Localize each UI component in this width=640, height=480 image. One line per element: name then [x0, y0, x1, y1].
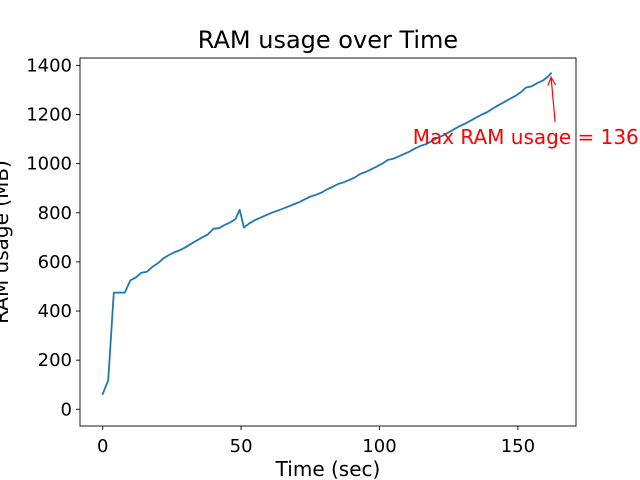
axes: 0 50 100 150 0 200 400 600 800 1000 1200 1400: [26, 55, 577, 457]
annotation-arrowhead: [547, 75, 557, 86]
x-tick-label: 150: [501, 436, 535, 457]
y-tick-label: 600: [38, 252, 72, 273]
annotation-arrow: [550, 77, 556, 123]
y-tick-label: 1200: [26, 105, 72, 126]
x-tick-label: 100: [362, 436, 396, 457]
chart-title: RAM usage over Time: [198, 26, 458, 54]
annotation-text: Max RAM usage = 1368 MB: [413, 125, 640, 149]
x-axis-label: Time (sec): [275, 457, 381, 480]
series-line: [101, 72, 552, 396]
y-tick-label: 1000: [26, 154, 72, 175]
annotation-layer: Max RAM usage = 1368 MB: [413, 75, 640, 149]
x-tick-label: 50: [230, 436, 253, 457]
y-tick-label: 800: [38, 203, 72, 224]
plot-frame: [79, 57, 577, 427]
y-tick-label: 1400: [26, 55, 72, 76]
y-tick-label: 0: [61, 399, 72, 420]
plot-area: [101, 72, 552, 396]
x-tick-label: 0: [97, 436, 108, 457]
y-axis-label: RAM usage (MB): [0, 160, 13, 324]
y-tick-label: 200: [38, 350, 72, 371]
y-tick-label: 400: [38, 301, 72, 322]
